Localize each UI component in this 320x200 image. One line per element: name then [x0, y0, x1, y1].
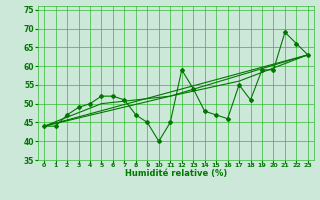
X-axis label: Humidité relative (%): Humidité relative (%): [125, 169, 227, 178]
